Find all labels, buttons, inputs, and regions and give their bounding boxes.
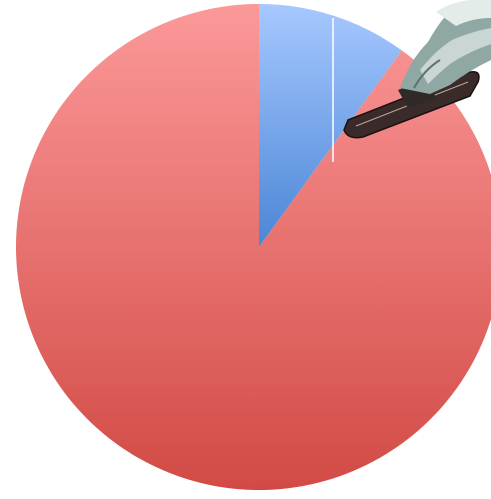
- snowboarder-illustration: [332, 0, 491, 162]
- pie-slice-1: [259, 4, 402, 247]
